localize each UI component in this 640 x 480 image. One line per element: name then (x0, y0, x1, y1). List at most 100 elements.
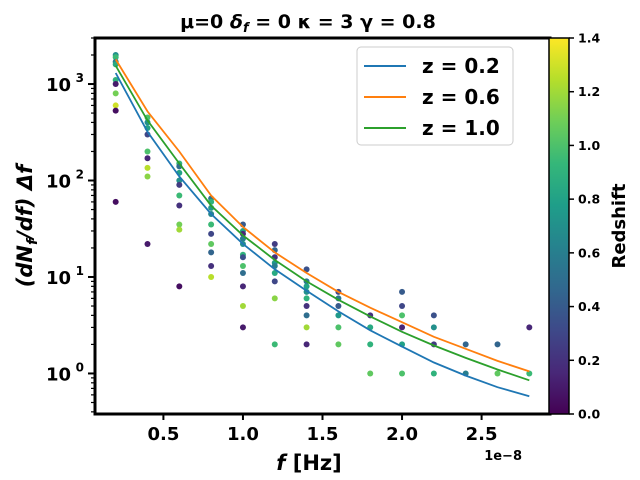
legend: z = 0.2 z = 0.6 z = 1.0 (356, 46, 514, 146)
x-tick-label: 2.0 (386, 424, 418, 445)
scatter-point (303, 312, 310, 319)
colorbar-tick-label: 0.2 (578, 353, 600, 368)
scatter-point (176, 202, 183, 209)
scatter-point (271, 240, 278, 247)
scatter-point (335, 324, 342, 331)
scatter-point (335, 341, 342, 348)
scatter-point (144, 148, 151, 155)
scatter-point (208, 240, 215, 247)
x-tick-label: 0.5 (147, 424, 179, 445)
colorbar-tick-label: 0.0 (578, 407, 600, 422)
scatter-point (430, 324, 437, 331)
scatter-point (112, 90, 119, 97)
x-offset-text: 1e−8 (484, 449, 522, 464)
scatter-point (399, 288, 406, 295)
scatter-point (144, 173, 151, 180)
scatter-point (367, 341, 374, 348)
scatter-point (494, 341, 501, 348)
scatter-point (239, 269, 246, 276)
scatter-point (239, 230, 246, 237)
y-tick-exponent: 0 (76, 360, 84, 374)
scatter-layer (112, 51, 533, 377)
scatter-point (494, 370, 501, 377)
scatter-point (144, 155, 151, 162)
title-rest: = 0 κ = 3 γ = 0.8 (249, 11, 436, 33)
scatter-point (239, 324, 246, 331)
x-tick-label: 1.0 (227, 424, 259, 445)
scatter-point (526, 324, 533, 331)
scatter-point (303, 324, 310, 331)
scatter-point (399, 303, 406, 310)
y-label-var: f (13, 162, 37, 174)
colorbar-tick-label: 1.4 (578, 31, 600, 46)
scatter-point (303, 283, 310, 290)
scatter-point (176, 181, 183, 188)
scatter-point (367, 370, 374, 377)
y-label-sub1: f (25, 237, 41, 245)
scatter-point (239, 254, 246, 261)
x-axis-ticks: 0.5 1.0 1.5 2.0 2.5 (147, 414, 498, 445)
scatter-point (303, 341, 310, 348)
colorbar-tick-label: 0.6 (578, 245, 600, 260)
y-tick-label: 10 (46, 172, 71, 193)
scatter-point (430, 370, 437, 377)
y-tick-exponent: 2 (76, 168, 84, 182)
scatter-point (271, 295, 278, 302)
x-label-unit: [Hz] (285, 451, 341, 475)
legend-label: z = 0.2 (422, 54, 500, 78)
scatter-point (271, 341, 278, 348)
scatter-point (208, 230, 215, 237)
series-line-2 (114, 58, 530, 373)
title-delta: δ (230, 11, 243, 33)
scatter-point (399, 370, 406, 377)
scatter-point (112, 102, 119, 109)
x-tick-label: 1.5 (307, 424, 339, 445)
legend-entries: z = 0.2 z = 0.6 z = 1.0 (364, 54, 500, 140)
scatter-point (176, 221, 183, 228)
series-line-1 (114, 72, 530, 398)
scatter-point (526, 370, 533, 377)
scatter-point (112, 54, 119, 61)
colorbar-tick-label: 0.4 (578, 299, 600, 314)
y-tick-exponent: 1 (76, 264, 84, 278)
scatter-point (303, 303, 310, 310)
scatter-point (208, 249, 215, 256)
colorbar (548, 37, 570, 415)
legend-box (356, 46, 514, 146)
scatter-point (399, 312, 406, 319)
colorbar-tick-label: 0.8 (578, 192, 600, 207)
title-mu: μ=0 (180, 11, 230, 33)
scatter-point (208, 221, 215, 228)
scatter-point (144, 164, 151, 171)
scatter-point (112, 198, 119, 205)
scatter-point (303, 295, 310, 302)
chart-title: μ=0 δf = 0 κ = 3 γ = 0.8 (180, 11, 436, 36)
scatter-point (208, 262, 215, 269)
series-line-3 (114, 65, 530, 382)
scatter-point (399, 324, 406, 331)
x-label-var: f (276, 451, 288, 475)
x-tick-label: 2.5 (466, 424, 498, 445)
scatter-point (239, 283, 246, 290)
scatter-point (239, 262, 246, 269)
legend-label: z = 1.0 (422, 116, 500, 140)
title-delta-sub: f (243, 21, 251, 36)
y-tick-exponent: 3 (76, 71, 84, 85)
colorbar-label: Redshift (609, 183, 630, 268)
scatter-point (335, 303, 342, 310)
scatter-point (335, 312, 342, 319)
scatter-point (176, 226, 183, 233)
scatter-point (271, 278, 278, 285)
scatter-point (112, 81, 119, 88)
scatter-point (176, 283, 183, 290)
y-axis-label: (dNf/df) Δf (13, 162, 41, 287)
line-layer (114, 58, 530, 398)
y-tick-label: 10 (46, 268, 71, 289)
y-label-pre: (dN (13, 245, 37, 288)
y-tick-label: 10 (46, 75, 71, 96)
x-axis-label: f [Hz] (276, 451, 341, 475)
colorbar-tick-label: 1.2 (578, 84, 600, 99)
y-tick-label: 10 (46, 364, 71, 385)
scatter-point (208, 273, 215, 280)
